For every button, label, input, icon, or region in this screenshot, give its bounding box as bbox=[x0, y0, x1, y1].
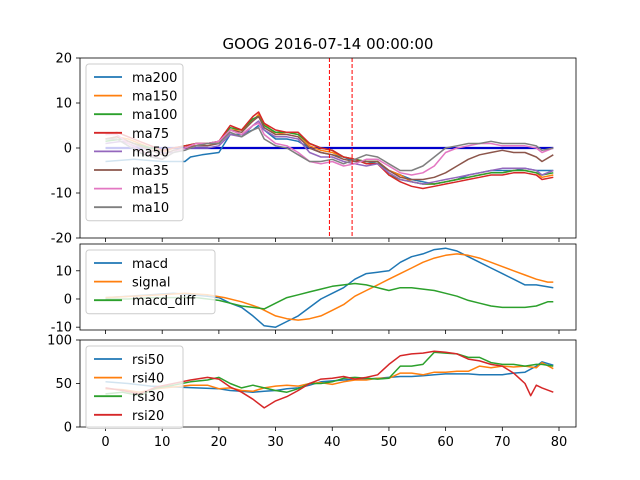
macd-panel: -10 0 10 macd signal macd_diff bbox=[51, 243, 577, 336]
legend-label-rsi30: rsi30 bbox=[132, 390, 164, 405]
xtick-label: 10 bbox=[154, 435, 171, 450]
rsi-ytick-label: 100 bbox=[47, 334, 72, 349]
xtick-label: 0 bbox=[101, 435, 109, 450]
chart-panels: -20-1001020ma200ma150ma100ma75ma50ma35ma… bbox=[47, 52, 577, 450]
legend-label-macd: macd bbox=[132, 257, 168, 272]
rsi-plot-area bbox=[105, 350, 554, 409]
ma-ytick-label: -10 bbox=[51, 187, 72, 202]
rsi-legend: rsi50 rsi40 rsi30 rsi20 bbox=[85, 345, 184, 429]
legend-label-ma50: ma50 bbox=[132, 145, 169, 160]
series-rsi50-line bbox=[105, 361, 554, 393]
xtick-label: 50 bbox=[381, 435, 398, 450]
series-macd_diff-line bbox=[105, 282, 554, 310]
legend-label-ma200: ma200 bbox=[132, 71, 177, 86]
ma-ytick-label: 10 bbox=[55, 97, 72, 112]
macd-ytick-label: 10 bbox=[55, 264, 72, 279]
ma-ytick-label: -20 bbox=[51, 232, 72, 247]
ma-legend: ma200 ma150 ma100 ma75 ma50 ma35 ma15 ma10 bbox=[85, 63, 184, 222]
ma-ytick-label: 20 bbox=[55, 52, 72, 67]
xtick-label: 70 bbox=[494, 435, 511, 450]
legend-label-macd_diff: macd_diff bbox=[132, 294, 196, 309]
xtick-label: 60 bbox=[437, 435, 454, 450]
rsi-ytick-label: 50 bbox=[55, 377, 72, 392]
legend-label-rsi50: rsi50 bbox=[132, 353, 164, 368]
legend-label-ma100: ma100 bbox=[132, 108, 177, 123]
xtick-label: 80 bbox=[551, 435, 568, 450]
legend-label-ma150: ma150 bbox=[132, 90, 177, 105]
ma-ytick-label: 0 bbox=[64, 142, 72, 157]
legend-label-rsi20: rsi20 bbox=[132, 409, 164, 424]
macd-legend: macd signal macd_diff bbox=[85, 249, 216, 315]
series-rsi20-line bbox=[105, 350, 554, 409]
legend-label-ma15: ma15 bbox=[132, 183, 169, 198]
xtick-label: 30 bbox=[267, 435, 284, 450]
legend-label-rsi40: rsi40 bbox=[132, 372, 164, 387]
xtick-label: 40 bbox=[324, 435, 341, 450]
ma-legend-box bbox=[85, 63, 184, 222]
macd-axes-frame bbox=[79, 243, 577, 331]
macd-ytick-label: -10 bbox=[51, 321, 72, 336]
rsi-ytick-label: 0 bbox=[64, 421, 72, 436]
series-signal-line bbox=[105, 253, 554, 321]
legend-label-signal: signal bbox=[132, 276, 170, 291]
series-rsi40-line bbox=[105, 361, 554, 393]
rsi-legend-box bbox=[85, 345, 184, 429]
legend-label-ma75: ma75 bbox=[132, 127, 169, 142]
macd-ytick-label: 0 bbox=[64, 292, 72, 307]
legend-label-ma35: ma35 bbox=[132, 164, 169, 179]
legend-label-ma10: ma10 bbox=[132, 201, 169, 216]
ma-panel: -20-1001020ma200ma150ma100ma75ma50ma35ma… bbox=[51, 52, 577, 247]
chart-title: GOOG 2016-07-14 00:00:00 bbox=[223, 35, 434, 53]
xtick-label: 20 bbox=[211, 435, 228, 450]
macd-plot-area bbox=[105, 247, 554, 328]
macd-legend-box bbox=[85, 249, 216, 315]
